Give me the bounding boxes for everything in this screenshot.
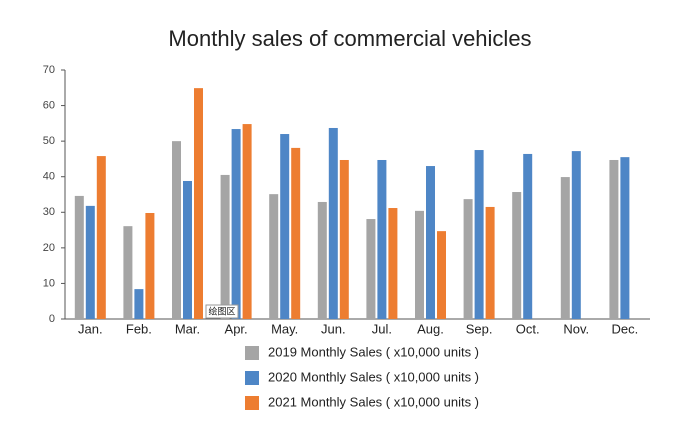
bar bbox=[172, 141, 181, 319]
x-tick-label: Sep. bbox=[466, 321, 493, 336]
bar bbox=[194, 88, 203, 320]
y-tick-label: 50 bbox=[43, 135, 55, 147]
y-tick-label: 30 bbox=[43, 206, 55, 218]
y-tick-label: 20 bbox=[43, 242, 55, 254]
bar bbox=[366, 219, 376, 319]
annotation: 绘图区 bbox=[208, 305, 235, 316]
bar bbox=[74, 195, 84, 319]
bar bbox=[474, 150, 484, 319]
bar bbox=[415, 210, 424, 319]
bar bbox=[560, 177, 570, 319]
y-tick-label: 40 bbox=[43, 171, 55, 183]
bar bbox=[388, 208, 398, 319]
bar bbox=[571, 151, 581, 319]
bar bbox=[620, 157, 630, 319]
bar bbox=[523, 153, 533, 319]
x-tick-label: Feb. bbox=[126, 321, 152, 336]
bar bbox=[437, 231, 446, 319]
bar bbox=[220, 174, 230, 319]
bar bbox=[269, 194, 279, 319]
y-tick-label: 10 bbox=[43, 277, 55, 289]
y-tick-label: 60 bbox=[43, 99, 55, 111]
bar bbox=[485, 206, 495, 319]
bar bbox=[339, 159, 349, 319]
legend-label: 2020 Monthly Sales ( x10,000 units ) bbox=[268, 369, 479, 384]
legend-swatch bbox=[245, 346, 259, 360]
bar bbox=[123, 226, 133, 319]
bar bbox=[377, 159, 387, 319]
x-tick-label: Jul. bbox=[372, 321, 392, 336]
y-tick-label: 70 bbox=[43, 64, 55, 76]
bar bbox=[145, 212, 155, 319]
x-tick-label: Mar. bbox=[175, 321, 200, 336]
annotation-box bbox=[205, 304, 239, 319]
bar bbox=[280, 134, 290, 319]
x-tick-label: Oct. bbox=[516, 321, 540, 336]
legend-swatch bbox=[245, 396, 259, 410]
chart-title: Monthly sales of commercial vehicles bbox=[168, 26, 531, 51]
bar bbox=[463, 199, 473, 319]
x-tick-label: Apr. bbox=[225, 321, 248, 336]
x-tick-label: Aug. bbox=[417, 321, 444, 336]
bar bbox=[96, 156, 106, 319]
bar bbox=[328, 127, 338, 319]
legend-swatch bbox=[245, 371, 259, 385]
y-tick-label: 0 bbox=[49, 313, 55, 325]
x-tick-label: Jan. bbox=[78, 321, 103, 336]
bar bbox=[317, 201, 327, 319]
bar bbox=[85, 205, 95, 319]
bar bbox=[231, 129, 241, 319]
legend-label: 2021 Monthly Sales ( x10,000 units ) bbox=[268, 394, 479, 409]
bar bbox=[426, 166, 435, 319]
x-tick-label: Jun. bbox=[321, 321, 346, 336]
bar bbox=[609, 159, 619, 319]
bar bbox=[242, 124, 252, 319]
bar bbox=[291, 147, 301, 319]
bar bbox=[183, 180, 192, 319]
legend-label: 2019 Monthly Sales ( x10,000 units ) bbox=[268, 344, 479, 359]
bar bbox=[134, 289, 144, 319]
bar bbox=[512, 192, 522, 319]
x-tick-label: Dec. bbox=[612, 321, 639, 336]
x-tick-label: May. bbox=[271, 321, 298, 336]
x-tick-label: Nov. bbox=[563, 321, 589, 336]
